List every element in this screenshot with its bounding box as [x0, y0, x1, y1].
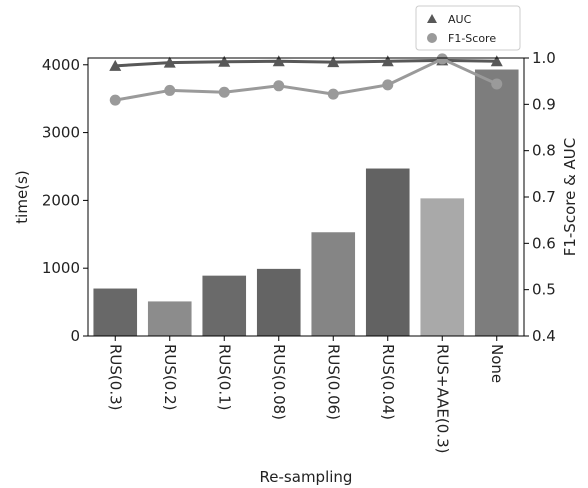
bar [256, 268, 301, 336]
lines-layer [109, 53, 503, 106]
legend-items: AUC F1-Score [427, 13, 496, 45]
bar [474, 69, 519, 337]
data-point [272, 55, 285, 67]
data-point [218, 55, 231, 67]
tick-label: 0.4 [532, 327, 556, 345]
bar [202, 275, 247, 336]
bar [93, 288, 138, 336]
tick-label: 3000 [42, 124, 80, 142]
tick-label: None [488, 344, 506, 383]
tick-label: 0 [70, 327, 80, 345]
tick-label: RUS+AAE(0.3) [433, 344, 451, 453]
tick-label: 0.6 [532, 234, 556, 252]
tick-label: 0.5 [532, 281, 556, 299]
bars-layer [93, 69, 519, 337]
legend: AUC F1-Score [415, 5, 521, 51]
tick-label: 2000 [42, 191, 80, 209]
data-point [436, 53, 448, 65]
data-point [109, 59, 122, 71]
bar [365, 168, 410, 336]
series-line [114, 57, 498, 102]
data-point [491, 78, 503, 90]
legend-label: F1-Score [448, 32, 496, 45]
tick-label: 0.8 [532, 142, 556, 160]
tick-label: RUS(0.1) [215, 344, 233, 410]
legend-label: AUC [448, 13, 472, 26]
bar [420, 198, 465, 336]
tick-label: RUS(0.3) [106, 344, 124, 410]
data-point [164, 84, 176, 96]
tick-label: 4000 [42, 56, 80, 74]
data-point [218, 86, 230, 98]
bar [311, 232, 356, 336]
tick-label: RUS(0.04) [379, 344, 397, 420]
tick-label: RUS(0.2) [161, 344, 179, 410]
tick-label: 1.0 [532, 49, 556, 67]
x-axis-ticks: RUS(0.3) RUS(0.2) RUS(0.1) RUS(0.08) RUS(0.0… [106, 336, 506, 453]
legend-marker [427, 33, 437, 43]
right-y-axis-label: F1-Score & AUC [561, 138, 579, 257]
data-point [109, 94, 121, 106]
tick-label: RUS(0.06) [324, 344, 342, 420]
legend-marker [427, 14, 437, 23]
data-point [327, 88, 339, 100]
bar [147, 301, 192, 336]
data-point [163, 56, 176, 68]
data-point [381, 55, 394, 67]
data-point [490, 55, 503, 67]
tick-label: RUS(0.08) [270, 344, 288, 420]
x-axis-label: Re-sampling [260, 468, 353, 486]
series-line [115, 58, 497, 68]
legend-box [415, 5, 521, 51]
data-point [327, 56, 340, 68]
data-point [382, 79, 394, 91]
left-axis-ticks: 0 1000 2000 3000 4000 [42, 56, 88, 345]
right-axis-ticks: 0.4 0.5 0.6 0.7 0.8 0.9 1.0 [524, 49, 556, 345]
left-y-axis-label: time(s) [13, 170, 31, 223]
tick-label: 0.7 [532, 188, 556, 206]
data-point [273, 80, 285, 92]
tick-label: 0.9 [532, 95, 556, 113]
tick-label: 1000 [42, 259, 80, 277]
